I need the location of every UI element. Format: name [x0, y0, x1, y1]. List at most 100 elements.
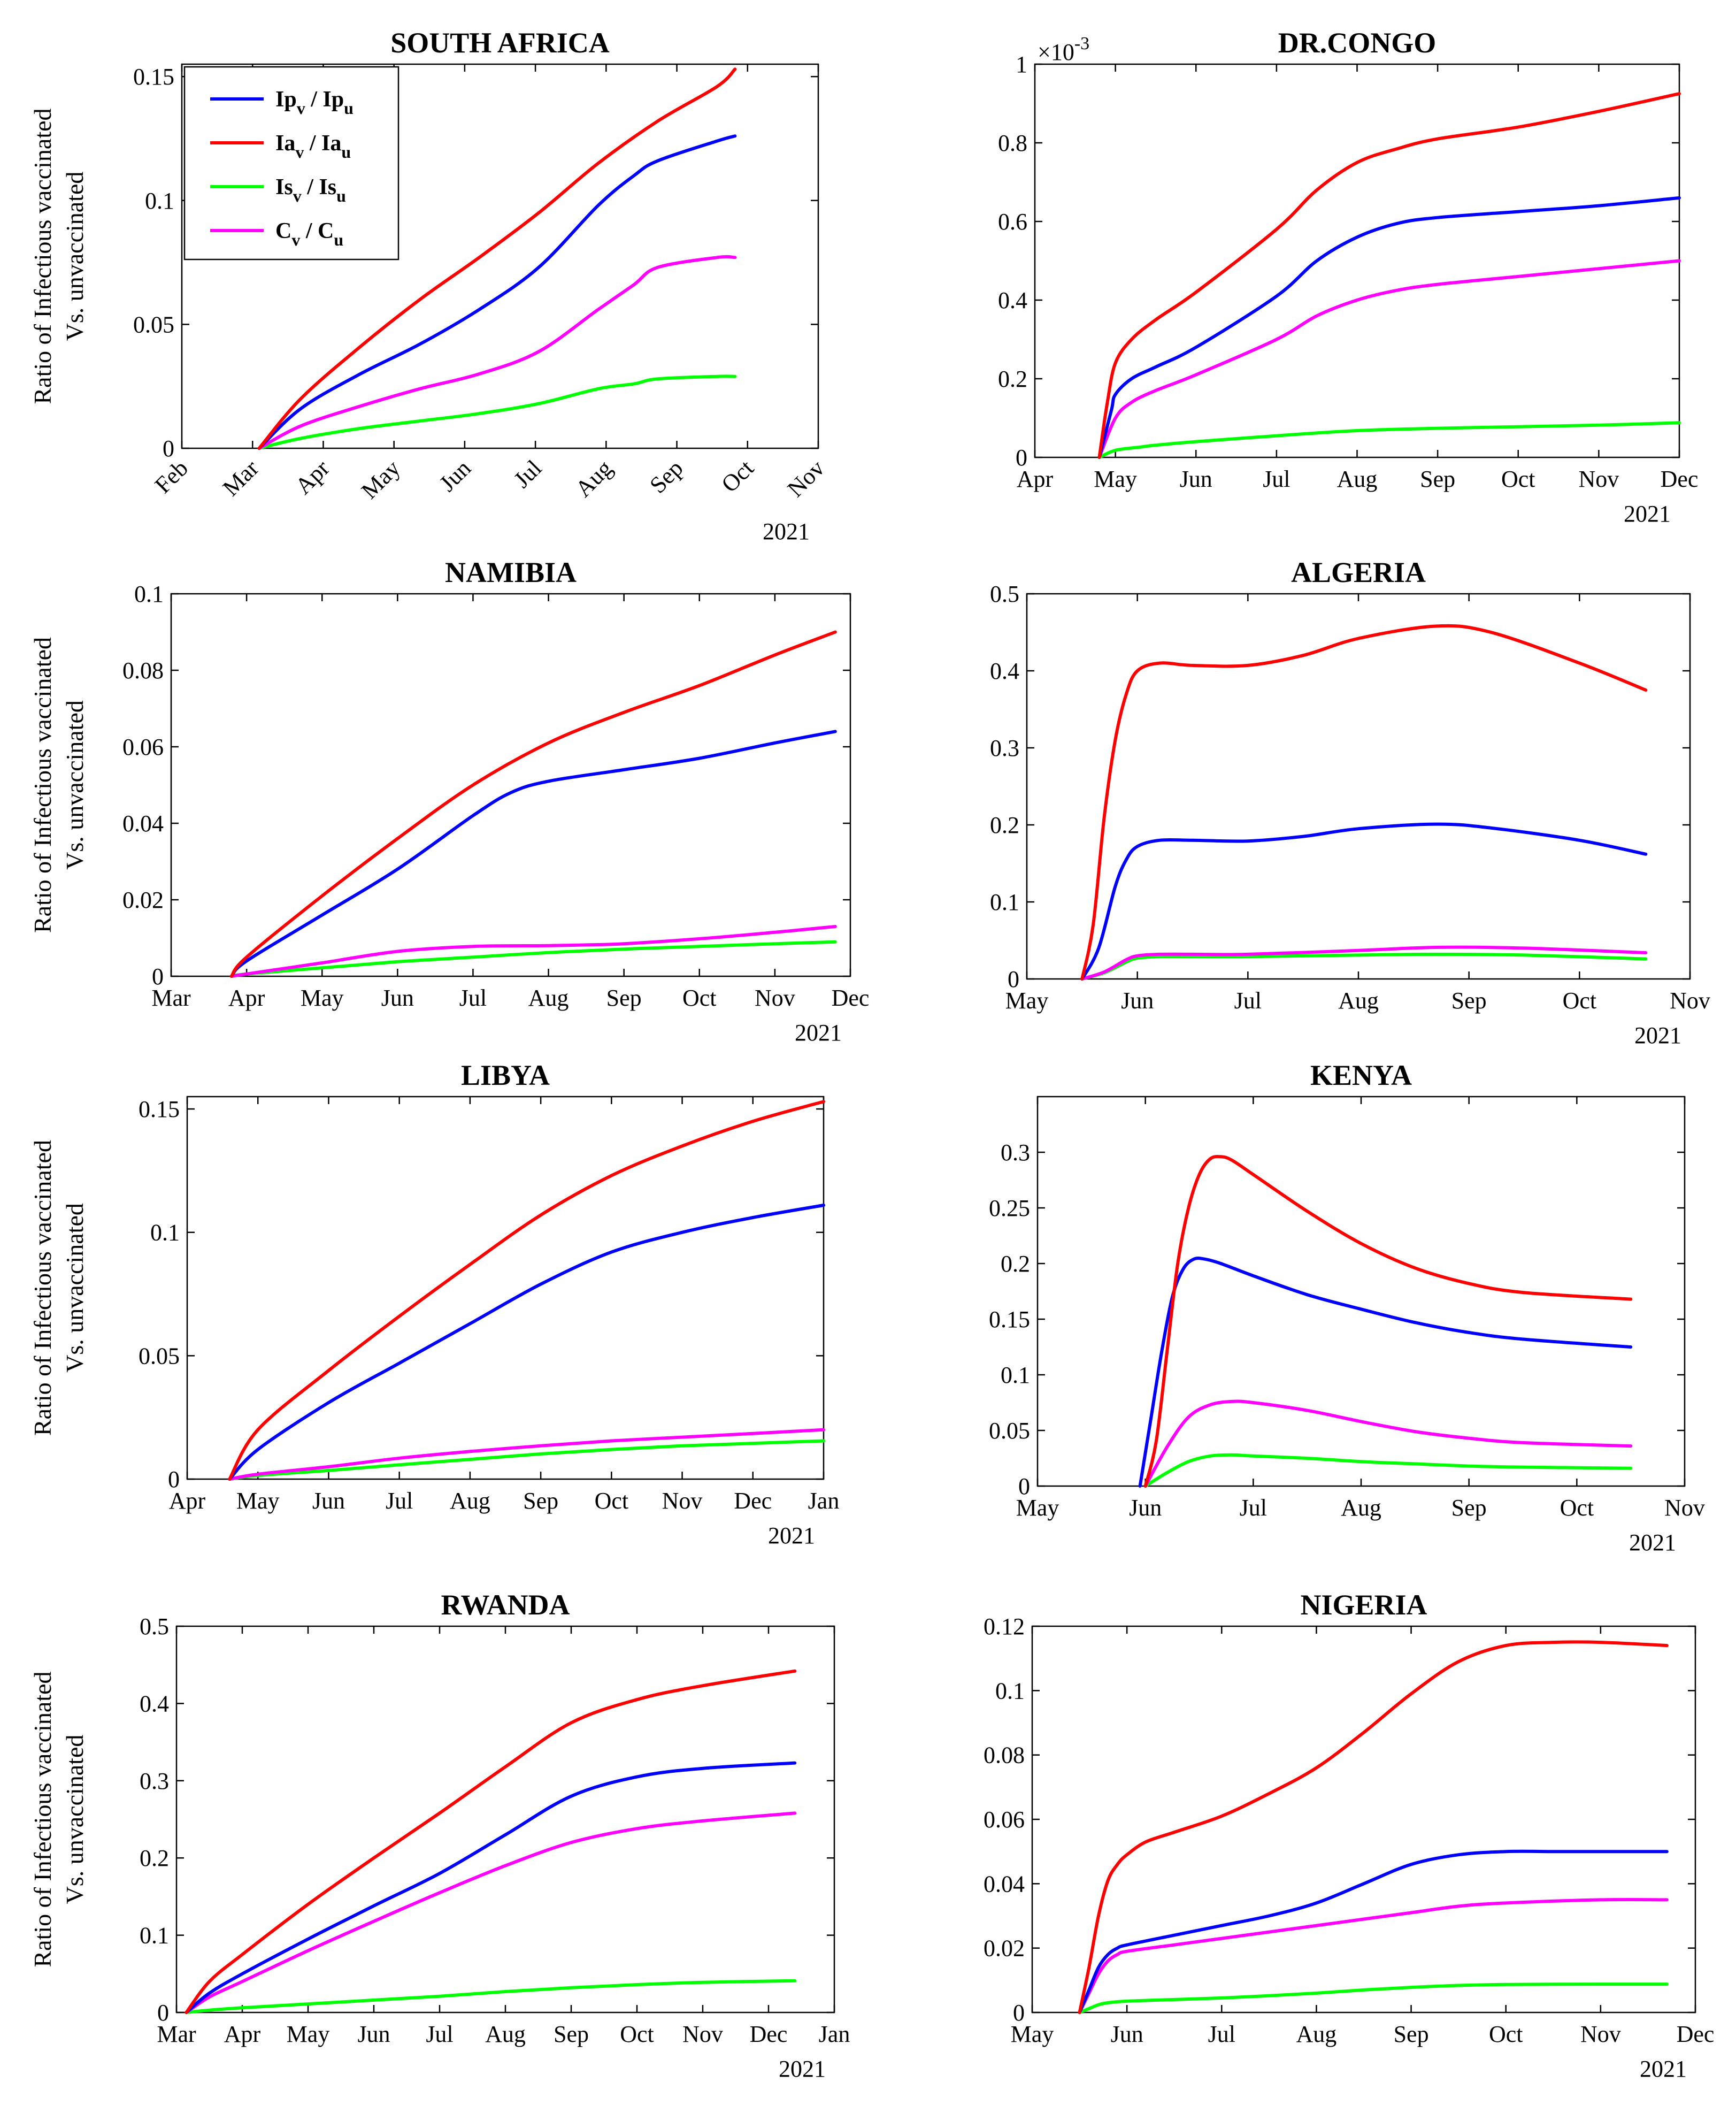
chart-panel-libya: LIBYA 0 0.05 0.1 0.15 Apr May Jun Jul Aug Sep Oct No… — [29, 1059, 839, 1549]
x-tick-label: Dec — [750, 2021, 788, 2047]
y-tick-label: 0 — [1008, 966, 1019, 992]
y-tick-label: 0 — [152, 963, 164, 990]
x-tick-label: Oct — [1560, 1495, 1594, 1521]
y-tick-label: 0.3 — [990, 735, 1019, 761]
y-axis-label-line2: Vs. unvaccinated — [61, 172, 88, 341]
y-tick-label: 0.4 — [990, 658, 1019, 684]
x-tick-label: Jul — [509, 455, 547, 493]
x-tick-label: Feb — [150, 455, 193, 498]
y-tick-label: 0.2 — [990, 812, 1019, 838]
year-label: 2021 — [1629, 1529, 1676, 1556]
x-tick-label: Nov — [1580, 2021, 1621, 2047]
x-tick-label: Mar — [218, 455, 264, 501]
year-label: 2021 — [795, 1020, 842, 1046]
series-line-1 — [228, 1100, 825, 1481]
series-line-3 — [1080, 945, 1648, 981]
x-tick-label: Sep — [1420, 466, 1455, 492]
y-exponent-label: ×10-3 — [1038, 34, 1089, 65]
x-tick-label: Jul — [1240, 1495, 1267, 1521]
chart-panel-namibia: NAMIBIA 0 0.02 0.04 0.06 0.08 0.1 Mar Apr May Jun J… — [29, 556, 869, 1046]
series-line-0 — [1080, 822, 1648, 981]
plot-frame — [170, 593, 851, 977]
x-tick-label: Aug — [1296, 2021, 1337, 2047]
y-tick-label: 0.3 — [140, 1768, 169, 1794]
year-label: 2021 — [763, 518, 810, 545]
x-tick-label: Dec — [1661, 466, 1699, 492]
series-line-0 — [228, 1204, 825, 1481]
x-tick-label: Mar — [151, 985, 191, 1011]
y-tick-label: 0.08 — [984, 1742, 1025, 1769]
y-tick-label: 0 — [163, 435, 174, 462]
x-tick-label: Dec — [734, 1488, 772, 1514]
legend-label: Isv / Isu — [275, 175, 346, 205]
series-line-2 — [1097, 421, 1681, 459]
y-tick-label: 0.02 — [122, 887, 164, 913]
y-tick-label: 0.4 — [998, 287, 1027, 313]
y-tick-label: 0.2 — [140, 1845, 169, 1871]
plot-frame — [186, 1096, 825, 1480]
y-tick-label: 0.05 — [989, 1418, 1030, 1444]
x-tick-label: May — [1005, 988, 1049, 1014]
x-tick-label: Jan — [819, 2021, 850, 2047]
x-tick-label: Jun — [1111, 2021, 1143, 2047]
y-tick-label: 0 — [1018, 1473, 1030, 1499]
y-tick-label: 0.1 — [1001, 1362, 1030, 1388]
y-axis-label-line2: Vs. unvaccinated — [61, 1735, 88, 1904]
series-line-0 — [229, 730, 837, 978]
x-tick-label: Sep — [554, 2021, 589, 2047]
series-line-0 — [1138, 1256, 1633, 1488]
y-tick-label: 0.04 — [122, 810, 164, 837]
chart-panel-algeria: ALGERIA 0 0.1 0.2 0.3 0.4 0.5 May Jun Jul Aug Sep Oc… — [990, 556, 1710, 1048]
x-tick-label: Sep — [606, 985, 642, 1011]
y-axis-label-line2: Vs. unvaccinated — [61, 1203, 88, 1373]
year-label: 2021 — [1634, 1022, 1681, 1048]
year-label: 2021 — [1640, 2056, 1687, 2082]
x-tick-label: Nov — [782, 455, 829, 502]
x-tick-label: Oct — [682, 985, 717, 1011]
y-tick-label: 0.1 — [150, 1220, 180, 1246]
y-exponent-power: -3 — [1074, 34, 1089, 53]
series-line-1 — [1080, 624, 1648, 981]
x-tick-label: May — [356, 455, 405, 504]
y-tick-label: 0.15 — [133, 64, 174, 90]
series-line-0 — [185, 1761, 797, 2014]
y-tick-label: 0.06 — [984, 1807, 1025, 1833]
chart-panel-nigeria: NIGERIA 0 0.02 0.04 0.06 0.08 0.1 0.12 May Jun Jul… — [984, 1589, 1714, 2082]
x-tick-label: Aug — [450, 1488, 490, 1514]
x-tick-label: Jul — [426, 2021, 453, 2047]
x-tick-label: Sep — [1451, 988, 1487, 1014]
series-line-3 — [229, 925, 837, 978]
x-tick-label: May — [1016, 1495, 1059, 1521]
y-axis-label-line1: Ratio of Infectious vaccinated — [29, 108, 56, 404]
y-tick-label: 0.15 — [989, 1306, 1030, 1333]
year-label: 2021 — [1624, 501, 1671, 527]
series-line-0 — [1097, 196, 1681, 459]
legend-label: Ipv / Ipu — [275, 87, 354, 118]
x-tick-label: Oct — [595, 1488, 629, 1514]
series-line-3 — [257, 255, 737, 450]
y-tick-label: 0.25 — [989, 1195, 1030, 1221]
y-tick-label: 0.1 — [145, 188, 174, 214]
y-tick-label: 0.1 — [140, 1923, 169, 1949]
x-tick-label: May — [287, 2021, 330, 2047]
series-line-3 — [1143, 1399, 1633, 1488]
y-axis-label-line1: Ratio of Infectious vaccinated — [29, 1671, 56, 1967]
series-line-2 — [229, 940, 837, 978]
x-tick-label: Aug — [1338, 988, 1379, 1014]
series-line-3 — [1078, 1897, 1669, 2014]
y-tick-label: 0.2 — [1001, 1251, 1030, 1277]
legend-label: Cv / Cu — [275, 219, 343, 249]
x-tick-label: Apr — [224, 2021, 261, 2047]
x-tick-label: Aug — [570, 455, 617, 502]
y-tick-label: 0.05 — [133, 311, 174, 338]
series-line-2 — [1080, 952, 1648, 981]
year-label: 2021 — [768, 1522, 815, 1549]
x-tick-label: Oct — [1489, 2021, 1523, 2047]
year-label: 2021 — [779, 2056, 826, 2082]
chart-title: NIGERIA — [1300, 1589, 1427, 1621]
series-line-1 — [1097, 92, 1681, 459]
chart-title: SOUTH AFRICA — [390, 27, 610, 59]
series-line-2 — [257, 374, 737, 450]
x-tick-label: Apr — [290, 455, 334, 499]
x-tick-label: Apr — [169, 1488, 206, 1514]
